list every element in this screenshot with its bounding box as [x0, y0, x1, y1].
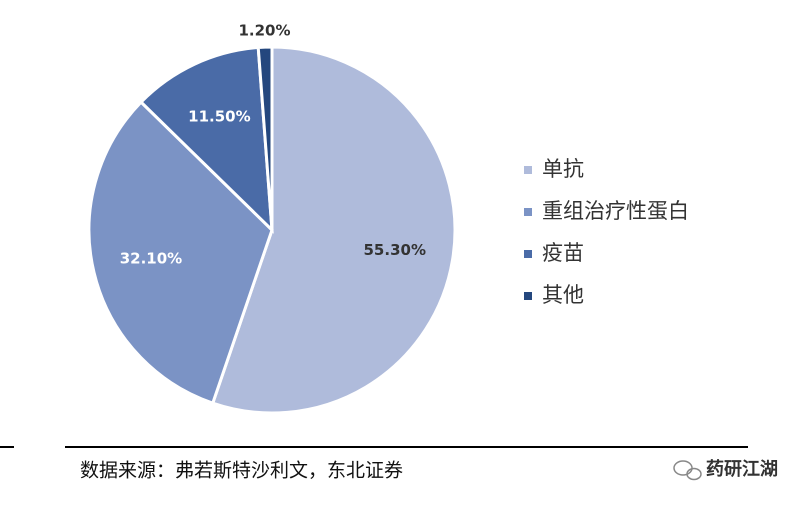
- legend-swatch: [524, 292, 532, 300]
- pie-slice: [138, 45, 274, 234]
- data-label: 11.50%: [188, 108, 250, 126]
- legend-label: 单抗: [542, 157, 584, 181]
- legend-label: 疫苗: [542, 241, 584, 265]
- pie-slice: [256, 45, 274, 231]
- data-label: 55.30%: [364, 241, 426, 259]
- legend-label: 重组治疗性蛋白: [542, 199, 689, 223]
- legend-label: 其他: [542, 283, 584, 307]
- pie-slice: [87, 100, 274, 406]
- watermark: 药研江湖: [706, 458, 778, 480]
- source-note: 数据来源：弗若斯特沙利文，东北证券: [80, 460, 403, 482]
- legend-swatch: [524, 166, 532, 174]
- watermark-icon: [673, 460, 702, 481]
- legend-swatch: [524, 208, 532, 216]
- data-label: 1.20%: [238, 22, 290, 40]
- legend-swatch: [524, 250, 532, 258]
- data-label: 32.10%: [120, 249, 182, 267]
